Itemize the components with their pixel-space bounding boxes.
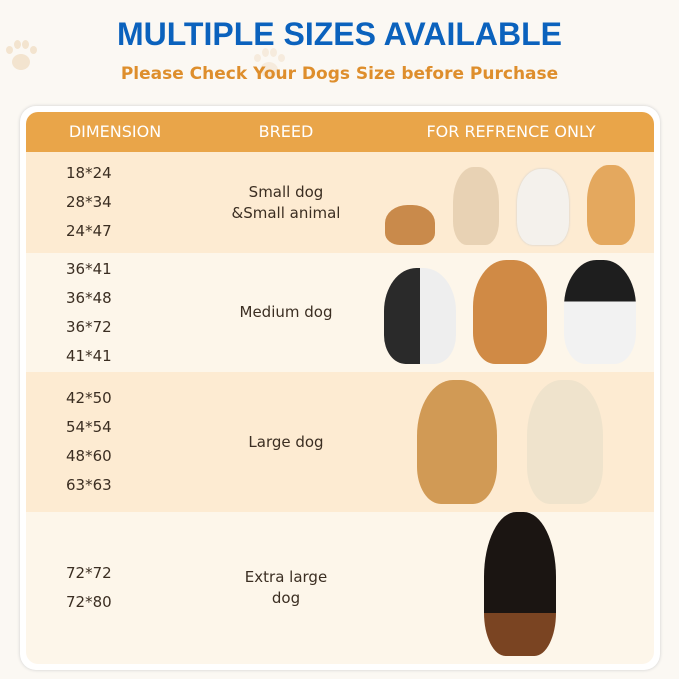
dimension-value: 41*41 bbox=[66, 346, 112, 365]
dimensions-cell: 36*41 36*48 36*72 41*41 bbox=[66, 253, 146, 372]
shiba-inu-image bbox=[472, 260, 547, 364]
table-row: 36*41 36*48 36*72 41*41 Medium dog bbox=[26, 253, 654, 372]
page-title: MULTIPLE SIZES AVAILABLE bbox=[116, 16, 563, 52]
dimension-value: 36*48 bbox=[66, 288, 112, 307]
french-bulldog-image bbox=[384, 268, 457, 364]
table-row: 42*50 54*54 48*60 63*63 Large dog bbox=[26, 372, 654, 512]
guinea-pig-image bbox=[385, 205, 435, 245]
header-reference: FOR REFRENCE ONLY bbox=[426, 122, 596, 141]
paw-print-decoration bbox=[4, 40, 38, 74]
bichon-frise-image bbox=[517, 169, 569, 245]
doberman-image bbox=[484, 512, 556, 656]
size-table-card: DIMENSION BREED FOR REFRENCE ONLY 18*24 … bbox=[20, 106, 660, 670]
table-header: DIMENSION BREED FOR REFRENCE ONLY bbox=[26, 112, 654, 152]
dimension-value: 36*41 bbox=[66, 259, 112, 278]
dimension-value: 18*24 bbox=[66, 164, 112, 182]
dimension-value: 63*63 bbox=[66, 476, 112, 494]
dimension-value: 28*34 bbox=[66, 193, 112, 211]
chihuahua-image bbox=[453, 167, 499, 245]
breed-cell: Large dog bbox=[248, 432, 324, 451]
dimension-value: 42*50 bbox=[66, 389, 112, 407]
dimension-value: 54*54 bbox=[66, 418, 112, 436]
dimensions-cell: 72*72 72*80 bbox=[66, 512, 146, 664]
reference-pictures bbox=[376, 253, 644, 372]
table-row: 18*24 28*34 24*47 Small dog &Small anima… bbox=[26, 152, 654, 253]
dimensions-cell: 18*24 28*34 24*47 bbox=[66, 152, 146, 253]
border-collie-image bbox=[563, 260, 636, 364]
header-dimension: DIMENSION bbox=[68, 122, 162, 141]
header-breed: BREED bbox=[258, 122, 314, 141]
size-table: DIMENSION BREED FOR REFRENCE ONLY 18*24 … bbox=[26, 112, 654, 664]
reference-pictures bbox=[376, 152, 644, 253]
dimension-value: 36*72 bbox=[66, 317, 112, 336]
breed-cell: Small dog &Small animal bbox=[231, 182, 341, 222]
breed-cell: Medium dog bbox=[239, 303, 333, 321]
golden-retriever-image bbox=[417, 380, 497, 504]
breed-cell: Extra large dog bbox=[244, 568, 328, 607]
dimension-value: 72*80 bbox=[66, 593, 112, 611]
labrador-image bbox=[527, 380, 603, 504]
dimension-value: 72*72 bbox=[66, 564, 112, 582]
reference-pictures bbox=[376, 512, 644, 664]
reference-pictures bbox=[376, 372, 644, 512]
dimension-value: 24*47 bbox=[66, 222, 112, 240]
corgi-image bbox=[587, 165, 635, 245]
page-subtitle: Please Check Your Dogs Size before Purch… bbox=[120, 64, 559, 84]
table-row: 72*72 72*80 Extra large dog bbox=[26, 512, 654, 664]
dimension-value: 48*60 bbox=[66, 447, 112, 465]
dimensions-cell: 42*50 54*54 48*60 63*63 bbox=[66, 372, 146, 512]
paw-print-decoration bbox=[252, 48, 286, 82]
